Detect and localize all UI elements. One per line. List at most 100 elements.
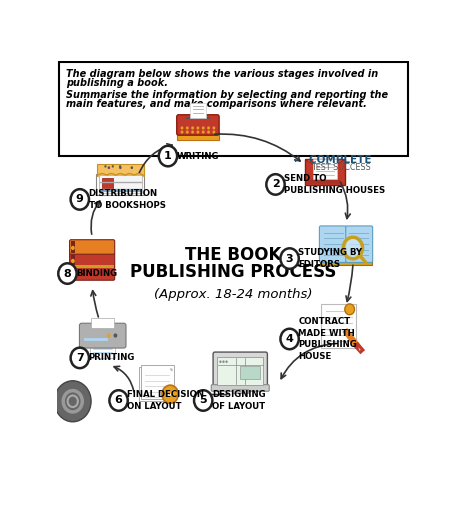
Circle shape [212,126,215,130]
FancyArrowPatch shape [346,265,353,302]
Text: 8: 8 [64,268,71,279]
FancyArrowPatch shape [139,144,172,173]
Circle shape [225,360,228,363]
Circle shape [202,126,205,130]
Polygon shape [170,369,172,371]
Circle shape [181,131,183,134]
FancyBboxPatch shape [232,389,248,393]
FancyBboxPatch shape [321,305,356,348]
Text: ✓  COMPLETE: ✓ COMPLETE [293,155,372,165]
Text: PUBLISHING PROCESS: PUBLISHING PROCESS [130,263,336,282]
Text: (Approx. 18-24 months): (Approx. 18-24 months) [154,288,313,301]
Circle shape [186,126,189,130]
FancyBboxPatch shape [190,103,206,118]
Polygon shape [305,169,344,184]
FancyBboxPatch shape [211,385,269,391]
Circle shape [266,174,285,195]
FancyBboxPatch shape [70,266,115,280]
Circle shape [71,189,89,210]
FancyBboxPatch shape [71,267,75,279]
FancyArrowPatch shape [340,182,350,219]
FancyBboxPatch shape [177,115,219,135]
FancyBboxPatch shape [305,159,345,184]
FancyBboxPatch shape [91,317,114,328]
Text: THE BOOK: THE BOOK [185,246,281,264]
Circle shape [194,390,212,411]
Polygon shape [168,371,170,373]
Circle shape [202,131,205,134]
Circle shape [280,329,299,349]
FancyArrowPatch shape [281,344,336,378]
Text: BINDING: BINDING [76,269,117,278]
Circle shape [108,166,110,169]
FancyBboxPatch shape [91,344,115,358]
Circle shape [222,360,225,363]
Text: CONTRACT
MADE WITH
PUBLISHING
HOUSE: CONTRACT MADE WITH PUBLISHING HOUSE [298,317,357,360]
FancyArrowPatch shape [91,291,98,317]
Circle shape [71,259,75,263]
Text: ✓: ✓ [165,388,176,401]
Circle shape [111,165,114,167]
FancyBboxPatch shape [99,188,142,193]
FancyBboxPatch shape [141,365,173,399]
Text: FINAL DECISION
ON LAYOUT: FINAL DECISION ON LAYOUT [127,390,204,411]
Circle shape [345,304,354,315]
FancyBboxPatch shape [101,178,113,190]
Circle shape [191,126,194,130]
Text: 9: 9 [76,195,84,204]
Text: DESIGNING
OF LAYOUT: DESIGNING OF LAYOUT [212,390,266,411]
FancyBboxPatch shape [177,132,219,140]
FancyBboxPatch shape [96,174,144,195]
Circle shape [109,390,128,411]
FancyArrowPatch shape [91,201,100,234]
FancyBboxPatch shape [313,159,337,179]
FancyBboxPatch shape [139,367,172,401]
Circle shape [197,126,199,130]
Text: 3: 3 [286,253,293,264]
Text: Summarise the information by selecting and reporting the: Summarise the information by selecting a… [66,90,388,100]
Circle shape [162,385,178,403]
Circle shape [186,131,189,134]
Circle shape [197,131,199,134]
Circle shape [159,146,177,166]
Circle shape [343,237,363,259]
FancyBboxPatch shape [71,254,75,266]
Circle shape [131,166,133,169]
Circle shape [280,248,299,269]
FancyBboxPatch shape [346,226,373,263]
Text: 1: 1 [164,151,172,161]
Circle shape [71,246,75,250]
Text: 6: 6 [115,395,122,406]
Circle shape [119,166,121,169]
Circle shape [219,360,222,363]
Text: TEST SUCCESS: TEST SUCCESS [311,163,370,172]
Circle shape [58,263,76,284]
FancyBboxPatch shape [213,352,268,389]
Circle shape [55,381,91,422]
Circle shape [113,333,117,337]
Circle shape [207,131,210,134]
FancyBboxPatch shape [80,323,126,348]
FancyArrowPatch shape [114,366,134,392]
FancyBboxPatch shape [97,164,144,176]
Text: SEND TO
PUBLISHING HOUSES: SEND TO PUBLISHING HOUSES [284,174,385,195]
Text: publishing a book.: publishing a book. [66,78,168,89]
Circle shape [207,126,210,130]
Circle shape [191,131,194,134]
FancyBboxPatch shape [71,241,75,253]
Circle shape [104,165,106,167]
FancyBboxPatch shape [240,366,260,378]
Text: DISTRIBUTION
TO BOOKSHOPS: DISTRIBUTION TO BOOKSHOPS [89,189,166,209]
FancyBboxPatch shape [217,357,263,385]
FancyBboxPatch shape [320,260,372,265]
Text: 4: 4 [286,334,293,344]
Text: 7: 7 [76,353,84,363]
Text: 2: 2 [272,179,279,189]
Circle shape [71,272,75,276]
Text: STUDYING BY
EDITORS: STUDYING BY EDITORS [298,248,363,269]
Polygon shape [359,347,361,351]
Text: The diagram below shows the various stages involved in: The diagram below shows the various stag… [66,69,378,79]
Circle shape [181,126,183,130]
Text: WRITING: WRITING [177,152,219,161]
Polygon shape [305,160,344,170]
